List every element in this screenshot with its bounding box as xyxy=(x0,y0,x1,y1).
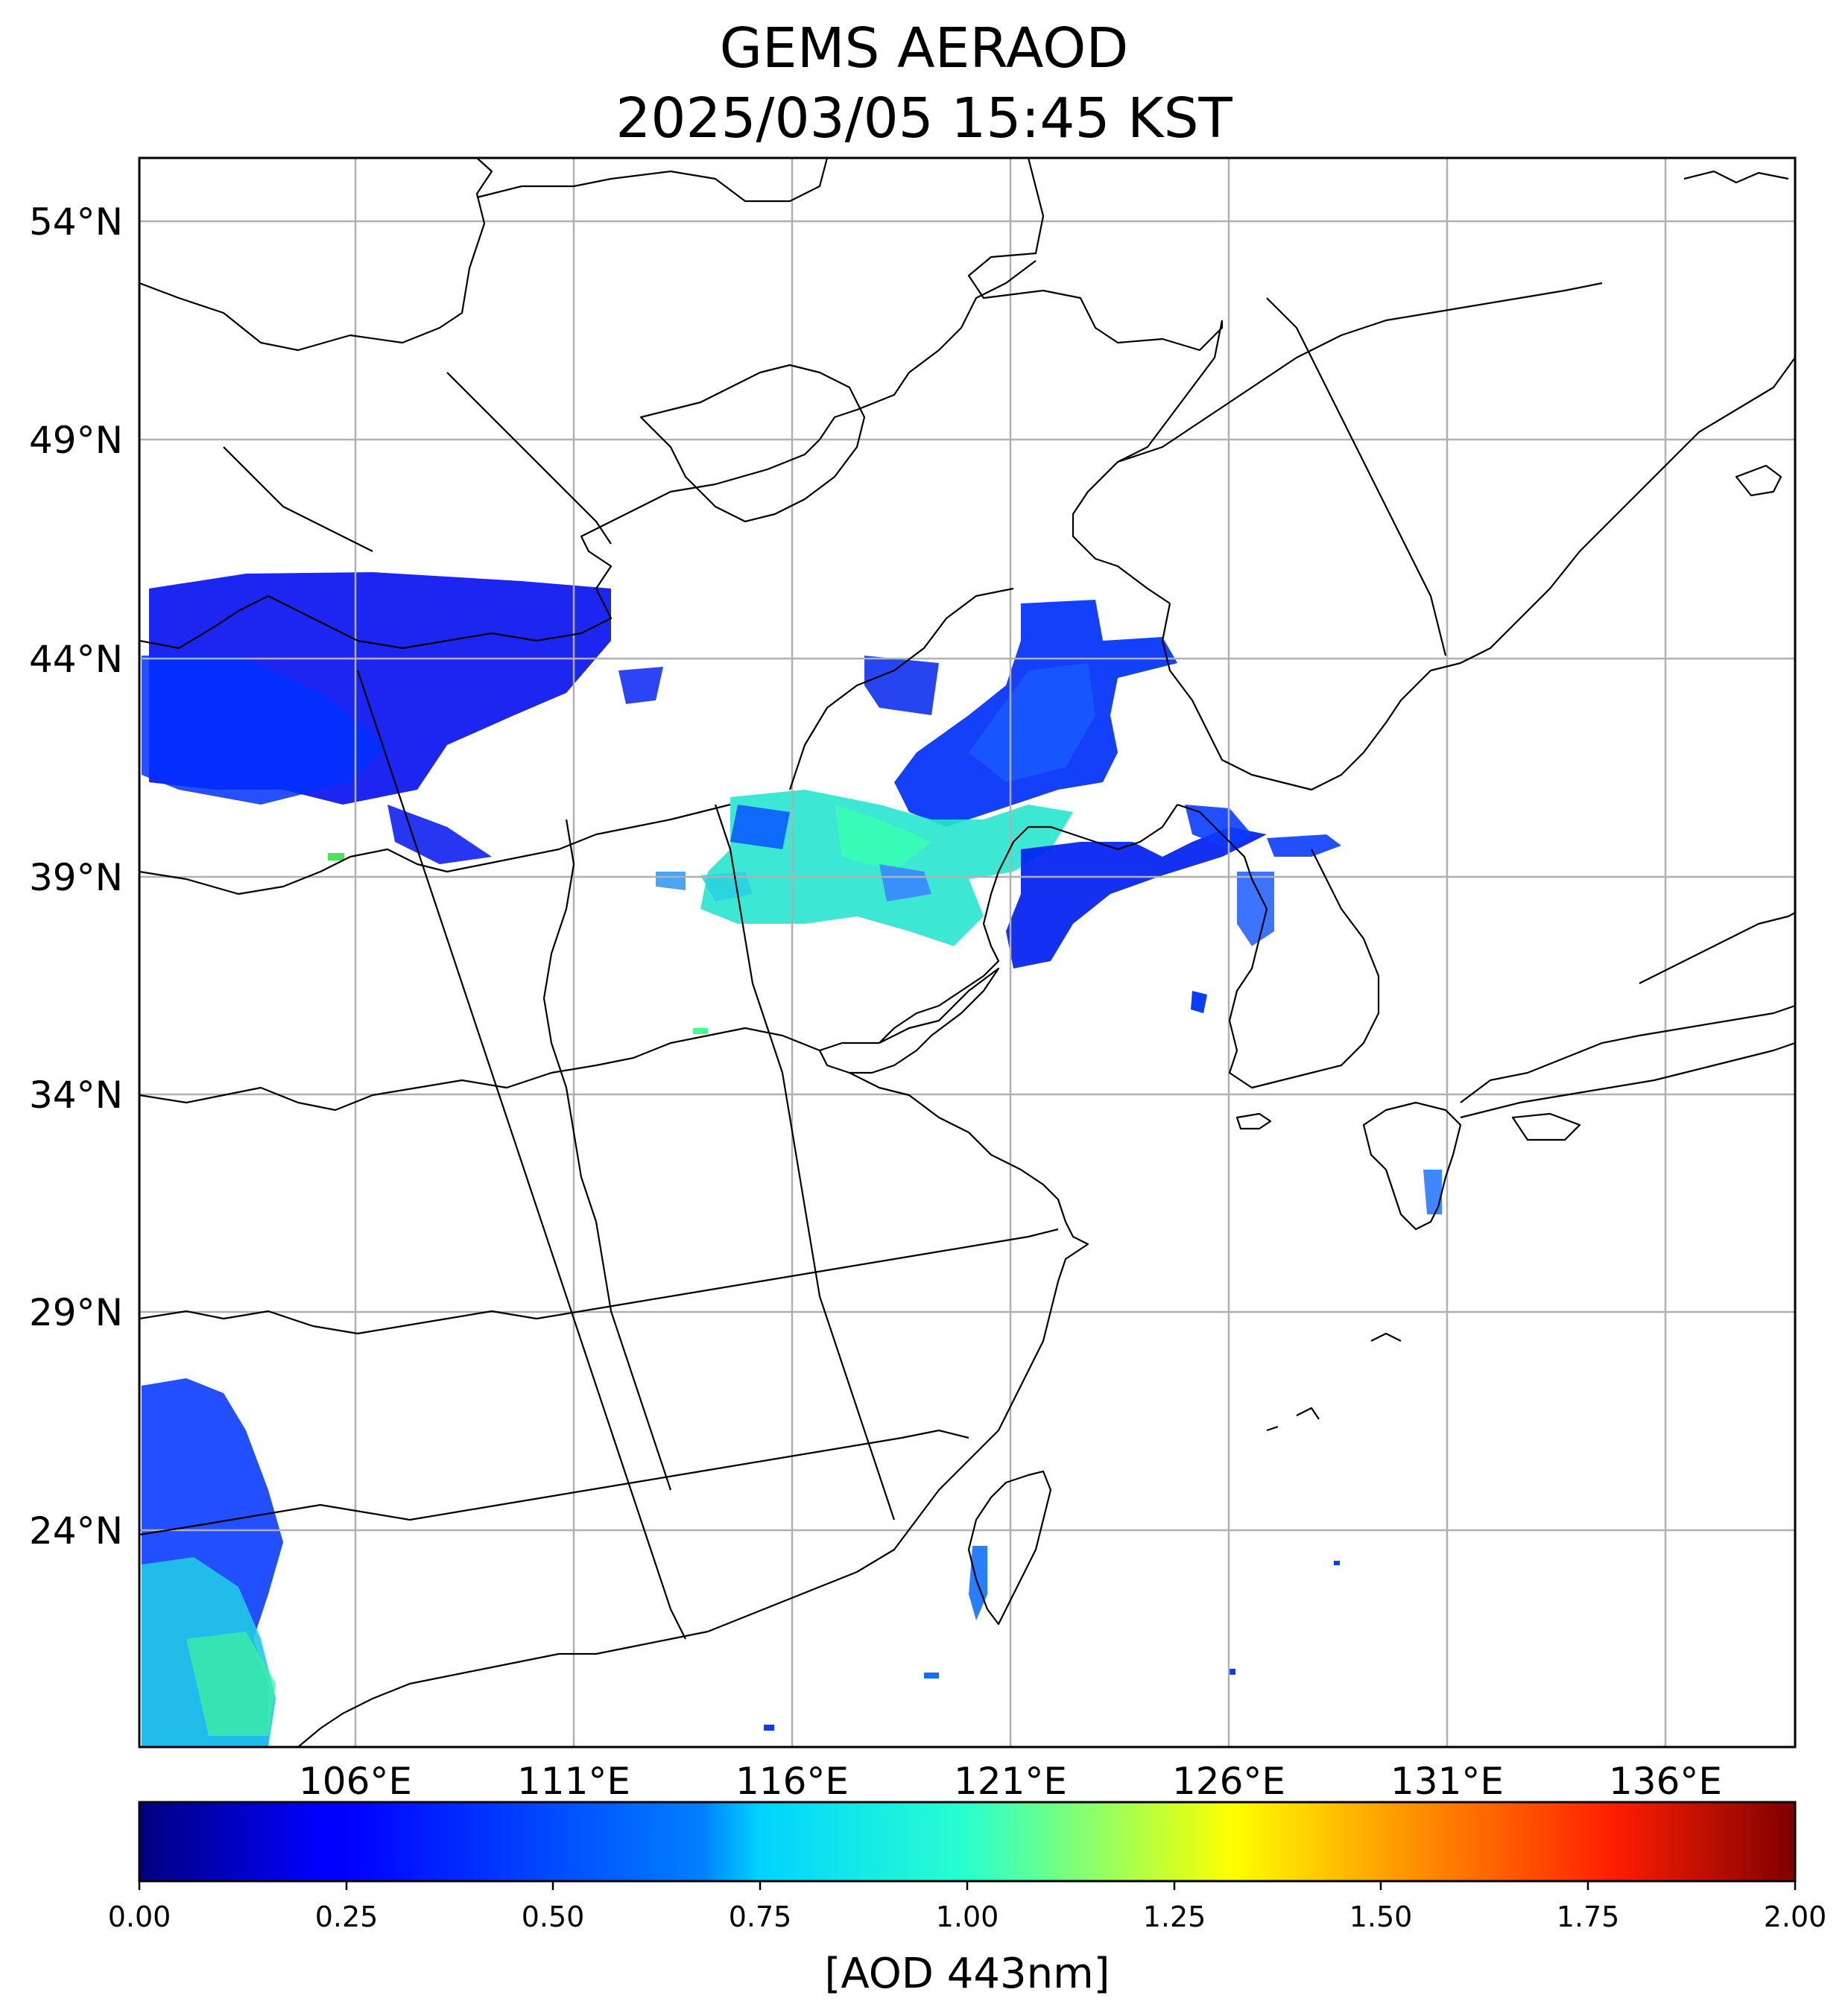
colorbar-tick-label: 0.50 xyxy=(522,1900,585,1933)
lat-label: 49°N xyxy=(29,419,123,462)
lon-label: 131°E xyxy=(1390,1760,1504,1803)
colorbar xyxy=(138,1801,1797,1883)
lat-label: 44°N xyxy=(29,638,123,681)
lon-label: 111°E xyxy=(517,1760,630,1803)
colorbar-title: [AOD 443nm] xyxy=(825,1950,1110,1998)
colorbar-tick-label: 1.00 xyxy=(936,1900,999,1933)
lon-label: 106°E xyxy=(299,1760,412,1803)
map-title: GEMS AERAOD xyxy=(719,16,1129,80)
colorbar-tick-labels: 0.00 0.25 0.50 0.75 1.00 1.25 1.50 1.75 … xyxy=(108,1900,1827,1933)
lon-label: 126°E xyxy=(1172,1760,1285,1803)
lat-label: 34°N xyxy=(29,1074,123,1117)
graticule xyxy=(139,158,1795,1747)
lon-label: 116°E xyxy=(735,1760,849,1803)
latitude-labels: 54°N 49°N 44°N 39°N 34°N 29°N 24°N xyxy=(29,200,123,1553)
map-area xyxy=(139,158,1795,1747)
lat-label: 54°N xyxy=(29,200,123,244)
colorbar-ticks xyxy=(138,1881,1797,1890)
lat-label: 29°N xyxy=(29,1291,123,1334)
lat-label: 24°N xyxy=(29,1509,123,1553)
colorbar-tick-label: 1.75 xyxy=(1557,1900,1620,1933)
map-frame xyxy=(138,156,1797,1749)
lon-label: 121°E xyxy=(954,1760,1067,1803)
aod-overlay xyxy=(142,572,1442,1747)
coastlines-borders xyxy=(139,158,1795,1747)
colorbar-tick-label: 1.50 xyxy=(1349,1900,1413,1933)
map-subtitle-datetime: 2025/03/05 15:45 KST xyxy=(616,86,1232,150)
colorbar-tick-label: 0.00 xyxy=(108,1900,171,1933)
longitude-labels: 106°E 111°E 116°E 121°E 126°E 131°E 136°… xyxy=(299,1760,1722,1803)
colorbar-tick-label: 2.00 xyxy=(1764,1900,1827,1933)
colorbar-tick-label: 0.75 xyxy=(729,1900,792,1933)
lon-label: 136°E xyxy=(1609,1760,1722,1803)
colorbar-tick-label: 1.25 xyxy=(1143,1900,1206,1933)
colorbar-tick-label: 0.25 xyxy=(315,1900,379,1933)
lat-label: 39°N xyxy=(29,856,123,899)
